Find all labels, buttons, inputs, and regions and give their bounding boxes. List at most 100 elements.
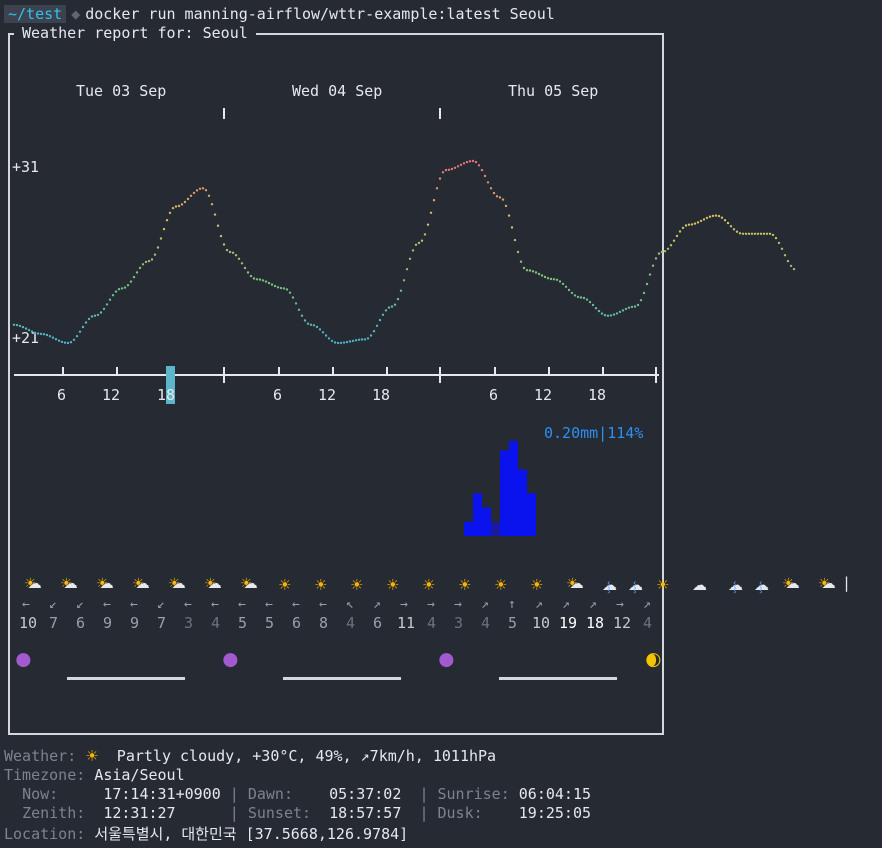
wind-direction-icon: ↗ xyxy=(562,597,570,612)
temperature-point xyxy=(552,278,556,281)
temperature-point xyxy=(144,260,148,264)
wind-direction-icon: → xyxy=(616,597,624,612)
partly-cloudy-icon: ☀☁ xyxy=(818,576,836,592)
temperature-point xyxy=(423,233,427,236)
temperature-point xyxy=(219,234,223,238)
temperature-point xyxy=(177,204,181,208)
sun-icon: ☀ xyxy=(494,576,508,594)
sun-icon: ☀ xyxy=(278,576,292,594)
axis-hour-tick xyxy=(602,367,604,375)
temperature-point xyxy=(201,187,205,190)
temperature-point xyxy=(708,215,712,218)
cloud-icon: ☁ xyxy=(692,576,707,594)
temperature-point xyxy=(741,232,745,235)
temperature-point xyxy=(600,312,604,315)
wind-direction-icon: ↙ xyxy=(76,597,84,612)
temperature-point xyxy=(633,305,637,308)
temperature-point xyxy=(678,230,682,233)
sun-icon: ☀ xyxy=(458,576,472,594)
temperature-point xyxy=(696,221,700,224)
temperature-point xyxy=(282,287,286,290)
temperature-point xyxy=(744,232,748,235)
wind-speed: 19 xyxy=(559,614,578,632)
temperature-point xyxy=(21,325,25,329)
temperature-point xyxy=(444,168,448,172)
temperature-point xyxy=(390,305,394,308)
wind-speed: 4 xyxy=(211,614,221,632)
temperature-point xyxy=(675,234,679,238)
temperature-point xyxy=(462,162,466,165)
wind-speed: 6 xyxy=(373,614,383,632)
temperature-point xyxy=(69,341,73,344)
temperature-point xyxy=(228,250,232,254)
sunrise-label: Sunrise: xyxy=(437,785,510,803)
temperature-point xyxy=(777,241,781,245)
temperature-point xyxy=(513,238,517,242)
temperature-point xyxy=(570,291,574,295)
temperature-point xyxy=(213,213,217,216)
icon-row-end: | xyxy=(842,574,852,592)
temperature-point xyxy=(480,168,484,172)
temp-min-label: +21 xyxy=(12,329,40,347)
precipitation-bar xyxy=(464,521,473,537)
temperature-point xyxy=(651,264,655,267)
precipitation-bar xyxy=(509,441,518,536)
temperature-point xyxy=(330,339,334,343)
precipitation-bar xyxy=(473,493,482,536)
temperature-point xyxy=(720,216,724,219)
temperature-point xyxy=(576,295,580,299)
partly-cloudy-icon: ☀☁ xyxy=(204,576,222,592)
temperature-point xyxy=(771,233,775,237)
temperature-point xyxy=(294,302,298,305)
temperature-point xyxy=(51,336,55,339)
temperature-point xyxy=(159,237,163,240)
temperature-point xyxy=(210,203,214,206)
wind-speed: 11 xyxy=(397,614,416,632)
temperature-point xyxy=(525,269,529,272)
temperature-point xyxy=(597,309,601,313)
temperature-point xyxy=(231,251,235,254)
temperature-point xyxy=(636,303,640,307)
temperature-point xyxy=(627,306,631,309)
temperature-point xyxy=(693,222,697,225)
hour-label: 6 xyxy=(273,386,283,404)
hour-label: 6 xyxy=(57,386,67,404)
temperature-point xyxy=(351,339,355,343)
report-frame xyxy=(8,33,664,735)
temperature-point xyxy=(663,250,667,253)
temperature-point xyxy=(285,288,289,291)
temperature-point xyxy=(672,239,676,242)
temperature-point xyxy=(573,294,577,297)
temperature-point xyxy=(252,277,256,280)
temperature-point xyxy=(630,305,634,309)
temperature-point xyxy=(471,159,475,163)
location-value: 서울특별시, 대한민국 [37.5668,126.9784] xyxy=(94,825,409,843)
temperature-point xyxy=(465,160,469,164)
temperature-point xyxy=(786,259,790,263)
sunrise-value: 06:04:15 xyxy=(518,785,592,803)
status-times-1: Now: 17:14:31+0900 | Dawn: 05:37:02 | Su… xyxy=(22,785,592,803)
temperature-point xyxy=(321,331,325,334)
temperature-point xyxy=(468,160,472,163)
temperature-point xyxy=(66,341,70,345)
temperature-chart xyxy=(12,159,796,345)
prompt-command[interactable]: docker run manning-airflow/wttr-example:… xyxy=(85,5,555,23)
temperature-point xyxy=(447,168,451,171)
temperature-point xyxy=(63,341,67,344)
location-label: Location: xyxy=(4,825,86,843)
temperature-point xyxy=(486,181,490,184)
day-header-3: Thu 05 Sep xyxy=(508,82,599,100)
axis-day-tick-2 xyxy=(439,367,441,383)
temperature-point xyxy=(504,204,508,208)
temperature-point xyxy=(687,223,691,226)
temperature-point xyxy=(204,189,208,192)
temperature-point xyxy=(381,313,385,316)
temperature-point xyxy=(27,328,31,332)
sun-icon: ☀ xyxy=(350,576,364,594)
zenith-value: 12:31:27 xyxy=(103,804,176,822)
temperature-point xyxy=(309,323,313,326)
moon-phase-icon: 🌑 xyxy=(438,651,455,670)
now-value: 17:14:31+0900 xyxy=(103,785,221,803)
temperature-point xyxy=(582,296,586,300)
temperature-point xyxy=(123,286,127,289)
